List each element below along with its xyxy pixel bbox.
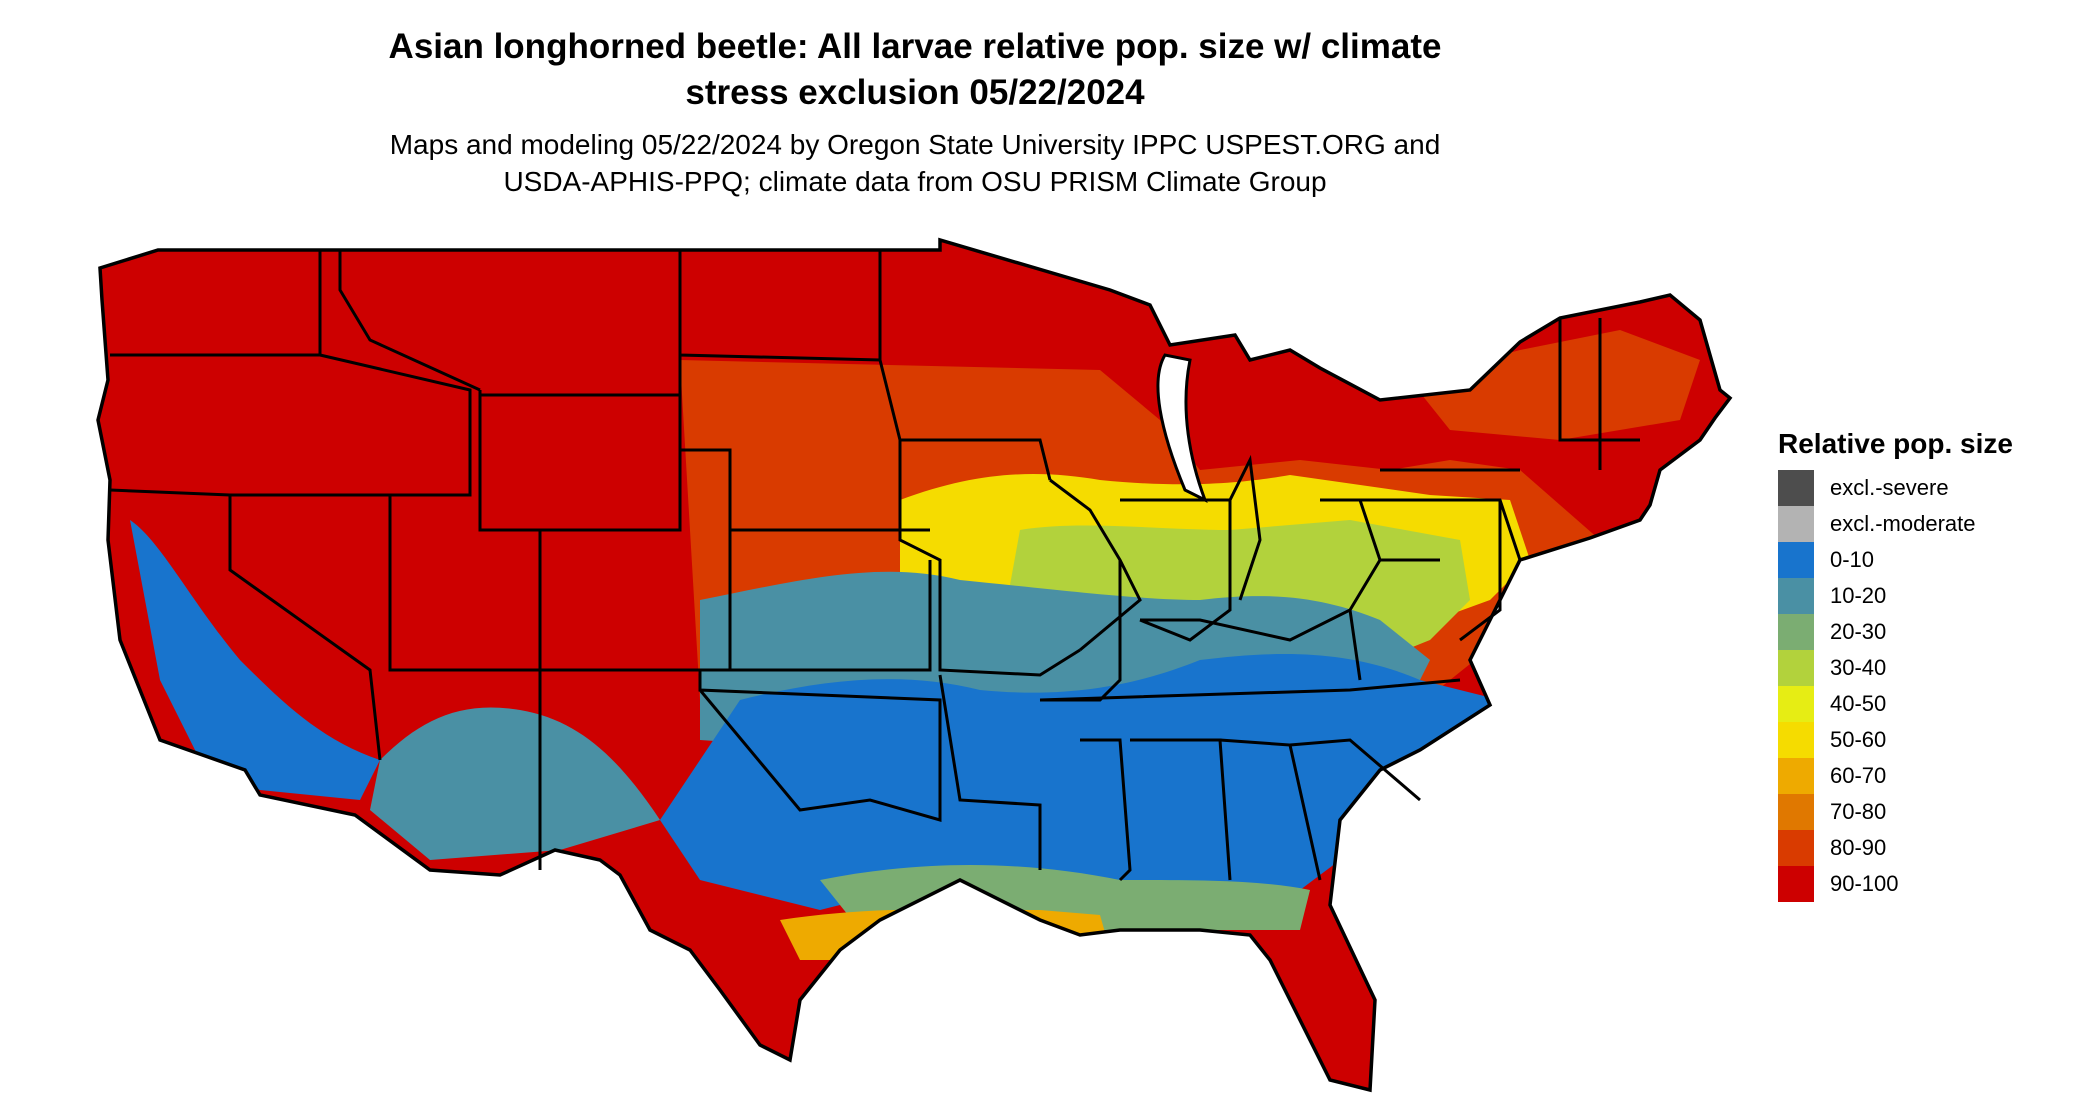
legend-swatch bbox=[1778, 470, 1814, 506]
legend-title: Relative pop. size bbox=[1778, 428, 2013, 459]
zone-0-10-southeast bbox=[660, 654, 1500, 910]
legend-swatch bbox=[1778, 542, 1814, 578]
legend-item: 50-60 bbox=[1778, 722, 2013, 758]
legend-label: 90-100 bbox=[1830, 871, 1899, 896]
legend-swatch bbox=[1778, 506, 1814, 542]
legend-item: 70-80 bbox=[1778, 794, 2013, 830]
legend-item: 60-70 bbox=[1778, 758, 2013, 794]
legend-swatch bbox=[1778, 686, 1814, 722]
legend-item: excl.-severe bbox=[1778, 470, 2013, 506]
legend-item: 20-30 bbox=[1778, 614, 2013, 650]
legend-swatch bbox=[1778, 758, 1814, 794]
state-borders bbox=[96, 237, 1733, 1093]
legend-item: 90-100 bbox=[1778, 866, 2013, 902]
map-subtitle-line-2: USDA-APHIS-PPQ; climate data from OSU PR… bbox=[503, 166, 1327, 197]
legend-item: 40-50 bbox=[1778, 686, 2013, 722]
legend-items: excl.-severe excl.-moderate 0-10 10-20 20-30… bbox=[1778, 470, 2013, 902]
map-title: Asian longhorned beetle: All larvae rela… bbox=[330, 24, 1500, 116]
legend-label: 70-80 bbox=[1830, 799, 1887, 824]
legend-label: 80-90 bbox=[1830, 835, 1887, 860]
legend-swatch bbox=[1778, 578, 1814, 614]
legend-item: 30-40 bbox=[1778, 650, 2013, 686]
legend-item: 80-90 bbox=[1778, 830, 2013, 866]
legend-item: 0-10 bbox=[1778, 542, 2013, 578]
legend-swatch bbox=[1778, 866, 1814, 902]
legend-label: 60-70 bbox=[1830, 763, 1887, 788]
us-population-map bbox=[96, 237, 1733, 1093]
map-title-line-2: stress exclusion 05/22/2024 bbox=[685, 73, 1145, 112]
legend-swatch bbox=[1778, 650, 1814, 686]
legend-label: 20-30 bbox=[1830, 619, 1887, 644]
legend-label: excl.-severe bbox=[1830, 475, 1949, 500]
legend-label: 0-10 bbox=[1830, 547, 1875, 572]
legend-label: 30-40 bbox=[1830, 655, 1887, 680]
lake-michigan bbox=[1156, 353, 1208, 504]
legend-swatch bbox=[1778, 830, 1814, 866]
zone-10-20-southwest bbox=[370, 707, 660, 860]
zone-80-90-northeast bbox=[1410, 330, 1700, 440]
legend-label: 40-50 bbox=[1830, 691, 1887, 716]
legend: Relative pop. size excl.-severe excl.-mod… bbox=[1778, 428, 2013, 902]
legend-swatch bbox=[1778, 794, 1814, 830]
map-subtitle: Maps and modeling 05/22/2024 by Oregon S… bbox=[330, 126, 1500, 200]
legend-item: 10-20 bbox=[1778, 578, 2013, 614]
zone-0-10-california bbox=[130, 520, 380, 800]
legend-swatch bbox=[1778, 722, 1814, 758]
map-subtitle-line-1: Maps and modeling 05/22/2024 by Oregon S… bbox=[389, 129, 1441, 160]
legend-item: excl.-moderate bbox=[1778, 506, 2013, 542]
legend-swatch bbox=[1778, 614, 1814, 650]
zone-60-70-gulf bbox=[780, 909, 1110, 960]
legend-label: 10-20 bbox=[1830, 583, 1887, 608]
legend-label: 50-60 bbox=[1830, 727, 1887, 752]
map-title-line-1: Asian longhorned beetle: All larvae rela… bbox=[388, 27, 1442, 66]
legend-label: excl.-moderate bbox=[1830, 511, 1976, 536]
